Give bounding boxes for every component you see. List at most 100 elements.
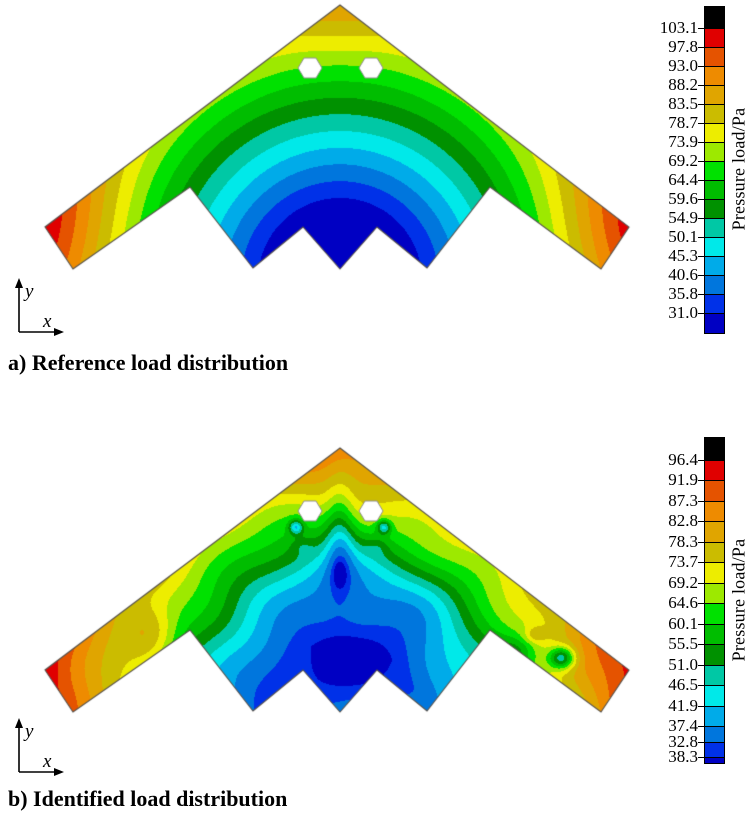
colorbar-tick <box>698 294 704 295</box>
colorbar-tick <box>698 142 704 143</box>
colorbar-segment <box>705 295 724 314</box>
colorbar-segment <box>705 584 724 604</box>
colorbar-tick-label: 64.6 <box>668 593 698 612</box>
colorbar-tick <box>698 706 704 707</box>
colorbar-b <box>704 437 725 764</box>
caption-b: b) Identified load distribution <box>8 786 288 811</box>
colorbar-tick-label: 38.3 <box>668 747 698 766</box>
colorbar-tick <box>698 460 704 461</box>
colorbar-tick <box>698 85 704 86</box>
colorbar-tick-label: 91.9 <box>668 470 698 489</box>
colorbar-segment <box>705 7 724 29</box>
colorbar-tick-label: 35.8 <box>668 284 698 303</box>
colorbar-segment <box>705 238 724 257</box>
colorbar-tick <box>698 742 704 743</box>
colorbar-tick <box>698 685 704 686</box>
axis-icon-a: y x <box>15 278 64 336</box>
colorbar-tick-label: 45.3 <box>668 246 698 265</box>
colorbar-tick-label: 96.4 <box>668 450 698 469</box>
colorbar-segment <box>705 502 724 522</box>
colorbar-segment <box>705 563 724 584</box>
colorbar-tick-label: 73.7 <box>668 552 698 571</box>
colorbar-tick-label: 83.5 <box>668 94 698 113</box>
colorbar-segment <box>705 219 724 238</box>
colorbar-segment <box>705 105 724 124</box>
colorbar-tick <box>698 180 704 181</box>
y-axis-arrow-icon <box>15 718 23 728</box>
colorbar-tick-label: 97.8 <box>668 37 698 56</box>
colorbar-tick-label: 87.3 <box>668 491 698 510</box>
colorbar-segment <box>705 461 724 481</box>
colorbar-segment <box>705 438 724 461</box>
x-axis-label: x <box>42 311 52 332</box>
colorbar-tick <box>698 583 704 584</box>
colorbar-tick-label: 93.0 <box>668 56 698 75</box>
colorbar-tick <box>698 66 704 67</box>
colorbar-tick-label: 54.9 <box>668 208 698 227</box>
colorbar-segment <box>705 86 724 105</box>
colorbar-tick-label: 64.4 <box>668 170 698 189</box>
colorbar-segment <box>705 29 724 48</box>
colorbar-tick-label: 69.2 <box>668 573 698 592</box>
colorbar-segment <box>705 743 724 758</box>
colorbar-tick <box>698 757 704 758</box>
colorbar-tick <box>698 199 704 200</box>
colorbar-tick-label: 31.0 <box>668 303 698 322</box>
contour-plot-identified <box>0 443 660 743</box>
caption-a: a) Reference load distribution <box>8 350 289 375</box>
colorbar-tick <box>698 501 704 502</box>
colorbar-tick <box>698 237 704 238</box>
axis-icon-b: y x <box>15 718 64 776</box>
colorbar-tick <box>698 256 704 257</box>
colorbar-tick-label: 59.6 <box>668 189 698 208</box>
colorbar-tick-label: 73.9 <box>668 132 698 151</box>
colorbar-tick-label: 41.9 <box>668 696 698 715</box>
colorbar-tick <box>698 562 704 563</box>
colorbar-tick-label: 88.2 <box>668 75 698 94</box>
colorbar-segment <box>705 522 724 543</box>
colorbar-segment <box>705 543 724 563</box>
x-axis-label: x <box>42 751 52 772</box>
colorbar-tick-label: 69.2 <box>668 151 698 170</box>
colorbar-segment <box>705 481 724 502</box>
colorbar-tick <box>698 521 704 522</box>
colorbar-tick <box>698 726 704 727</box>
colorbar-tick <box>698 603 704 604</box>
colorbar-tick-label: 32.8 <box>668 732 698 751</box>
colorbar-tick <box>698 123 704 124</box>
colorbar-tick-label: 46.5 <box>668 675 698 694</box>
colorbar-tick <box>698 624 704 625</box>
colorbar-tick <box>698 28 704 29</box>
colorbar-segment <box>705 276 724 295</box>
colorbar-tick-label: 37.4 <box>668 716 698 735</box>
colorbar-tick-label: 78.7 <box>668 113 698 132</box>
colorbar-tick <box>698 218 704 219</box>
colorbar-segment <box>705 314 724 333</box>
colorbar-title-b: Pressure load/Pa <box>728 538 749 662</box>
x-axis-arrow-icon <box>54 328 64 336</box>
colorbar-segment <box>705 727 724 743</box>
colorbar-tick-label: 40.6 <box>668 265 698 284</box>
y-axis-label: y <box>23 281 34 302</box>
colorbar-tick-label: 78.3 <box>668 532 698 551</box>
colorbar-segment <box>705 707 724 727</box>
colorbar-tick-label: 103.1 <box>659 18 698 37</box>
colorbar-tick <box>698 480 704 481</box>
colorbar-title-a: Pressure load/Pa <box>728 107 749 231</box>
colorbar-segment <box>705 67 724 86</box>
x-axis-arrow-icon <box>54 768 64 776</box>
colorbar-segment <box>705 124 724 143</box>
colorbar-tick-label: 50.1 <box>668 227 698 246</box>
y-axis-label: y <box>23 721 34 742</box>
colorbar-segment <box>705 257 724 276</box>
colorbar-segment <box>705 604 724 625</box>
colorbar-tick <box>698 161 704 162</box>
colorbar-tick <box>698 665 704 666</box>
colorbar-tick-label: 51.0 <box>668 655 698 674</box>
colorbar-segment <box>705 645 724 666</box>
colorbar-segment <box>705 686 724 707</box>
contour-plot-reference <box>0 0 660 300</box>
colorbar-tick-label: 55.5 <box>668 634 698 653</box>
colorbar-tick <box>698 644 704 645</box>
